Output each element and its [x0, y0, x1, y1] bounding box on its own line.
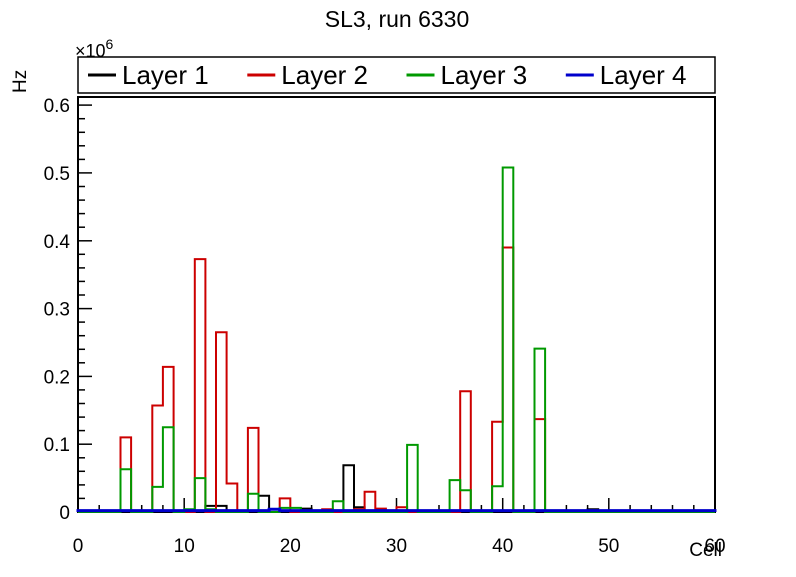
- y-tick-label: 0.4: [44, 232, 71, 253]
- plot-area: 0 10 20 30 40 50 60 0 0.1 0.2 0.3 0.4 0.5 0.6 Layer 1 L…: [44, 56, 726, 557]
- y-axis-title: Hz: [10, 70, 31, 93]
- legend-box: [77, 56, 716, 94]
- chart-title: SL3, run 6330: [325, 6, 470, 32]
- y-tick-label: 0.6: [44, 96, 70, 117]
- legend-label-2: Layer 2: [281, 60, 368, 90]
- x-tick-label: 0: [73, 536, 84, 557]
- y-tick-label: 0.2: [44, 367, 70, 388]
- legend-label-1: Layer 1: [122, 60, 209, 90]
- legend-label-4: Layer 4: [600, 60, 687, 90]
- x-tick-label: 60: [704, 536, 725, 557]
- y-tick-label: 0.5: [44, 164, 70, 185]
- series-layer-4: [76, 507, 717, 513]
- series-layer-3: [78, 166, 715, 513]
- y-tick-label: 0.3: [44, 300, 70, 321]
- x-tick-label: 20: [280, 536, 301, 557]
- legend-label-3: Layer 3: [441, 60, 528, 90]
- x-tick-label: 50: [598, 536, 619, 557]
- y-axis-exponent: ×106: [75, 36, 114, 61]
- y-axis-exponent-base: ×10: [75, 41, 106, 61]
- x-tick-label: 10: [174, 536, 195, 557]
- y-axis-exponent-power: 6: [106, 36, 114, 52]
- y-tick-label: 0: [59, 503, 70, 524]
- x-tick-label: 30: [386, 536, 407, 557]
- x-tick-label: 40: [492, 536, 513, 557]
- y-tick-label: 0.1: [44, 435, 70, 456]
- x-axis-title: Cell: [689, 540, 722, 561]
